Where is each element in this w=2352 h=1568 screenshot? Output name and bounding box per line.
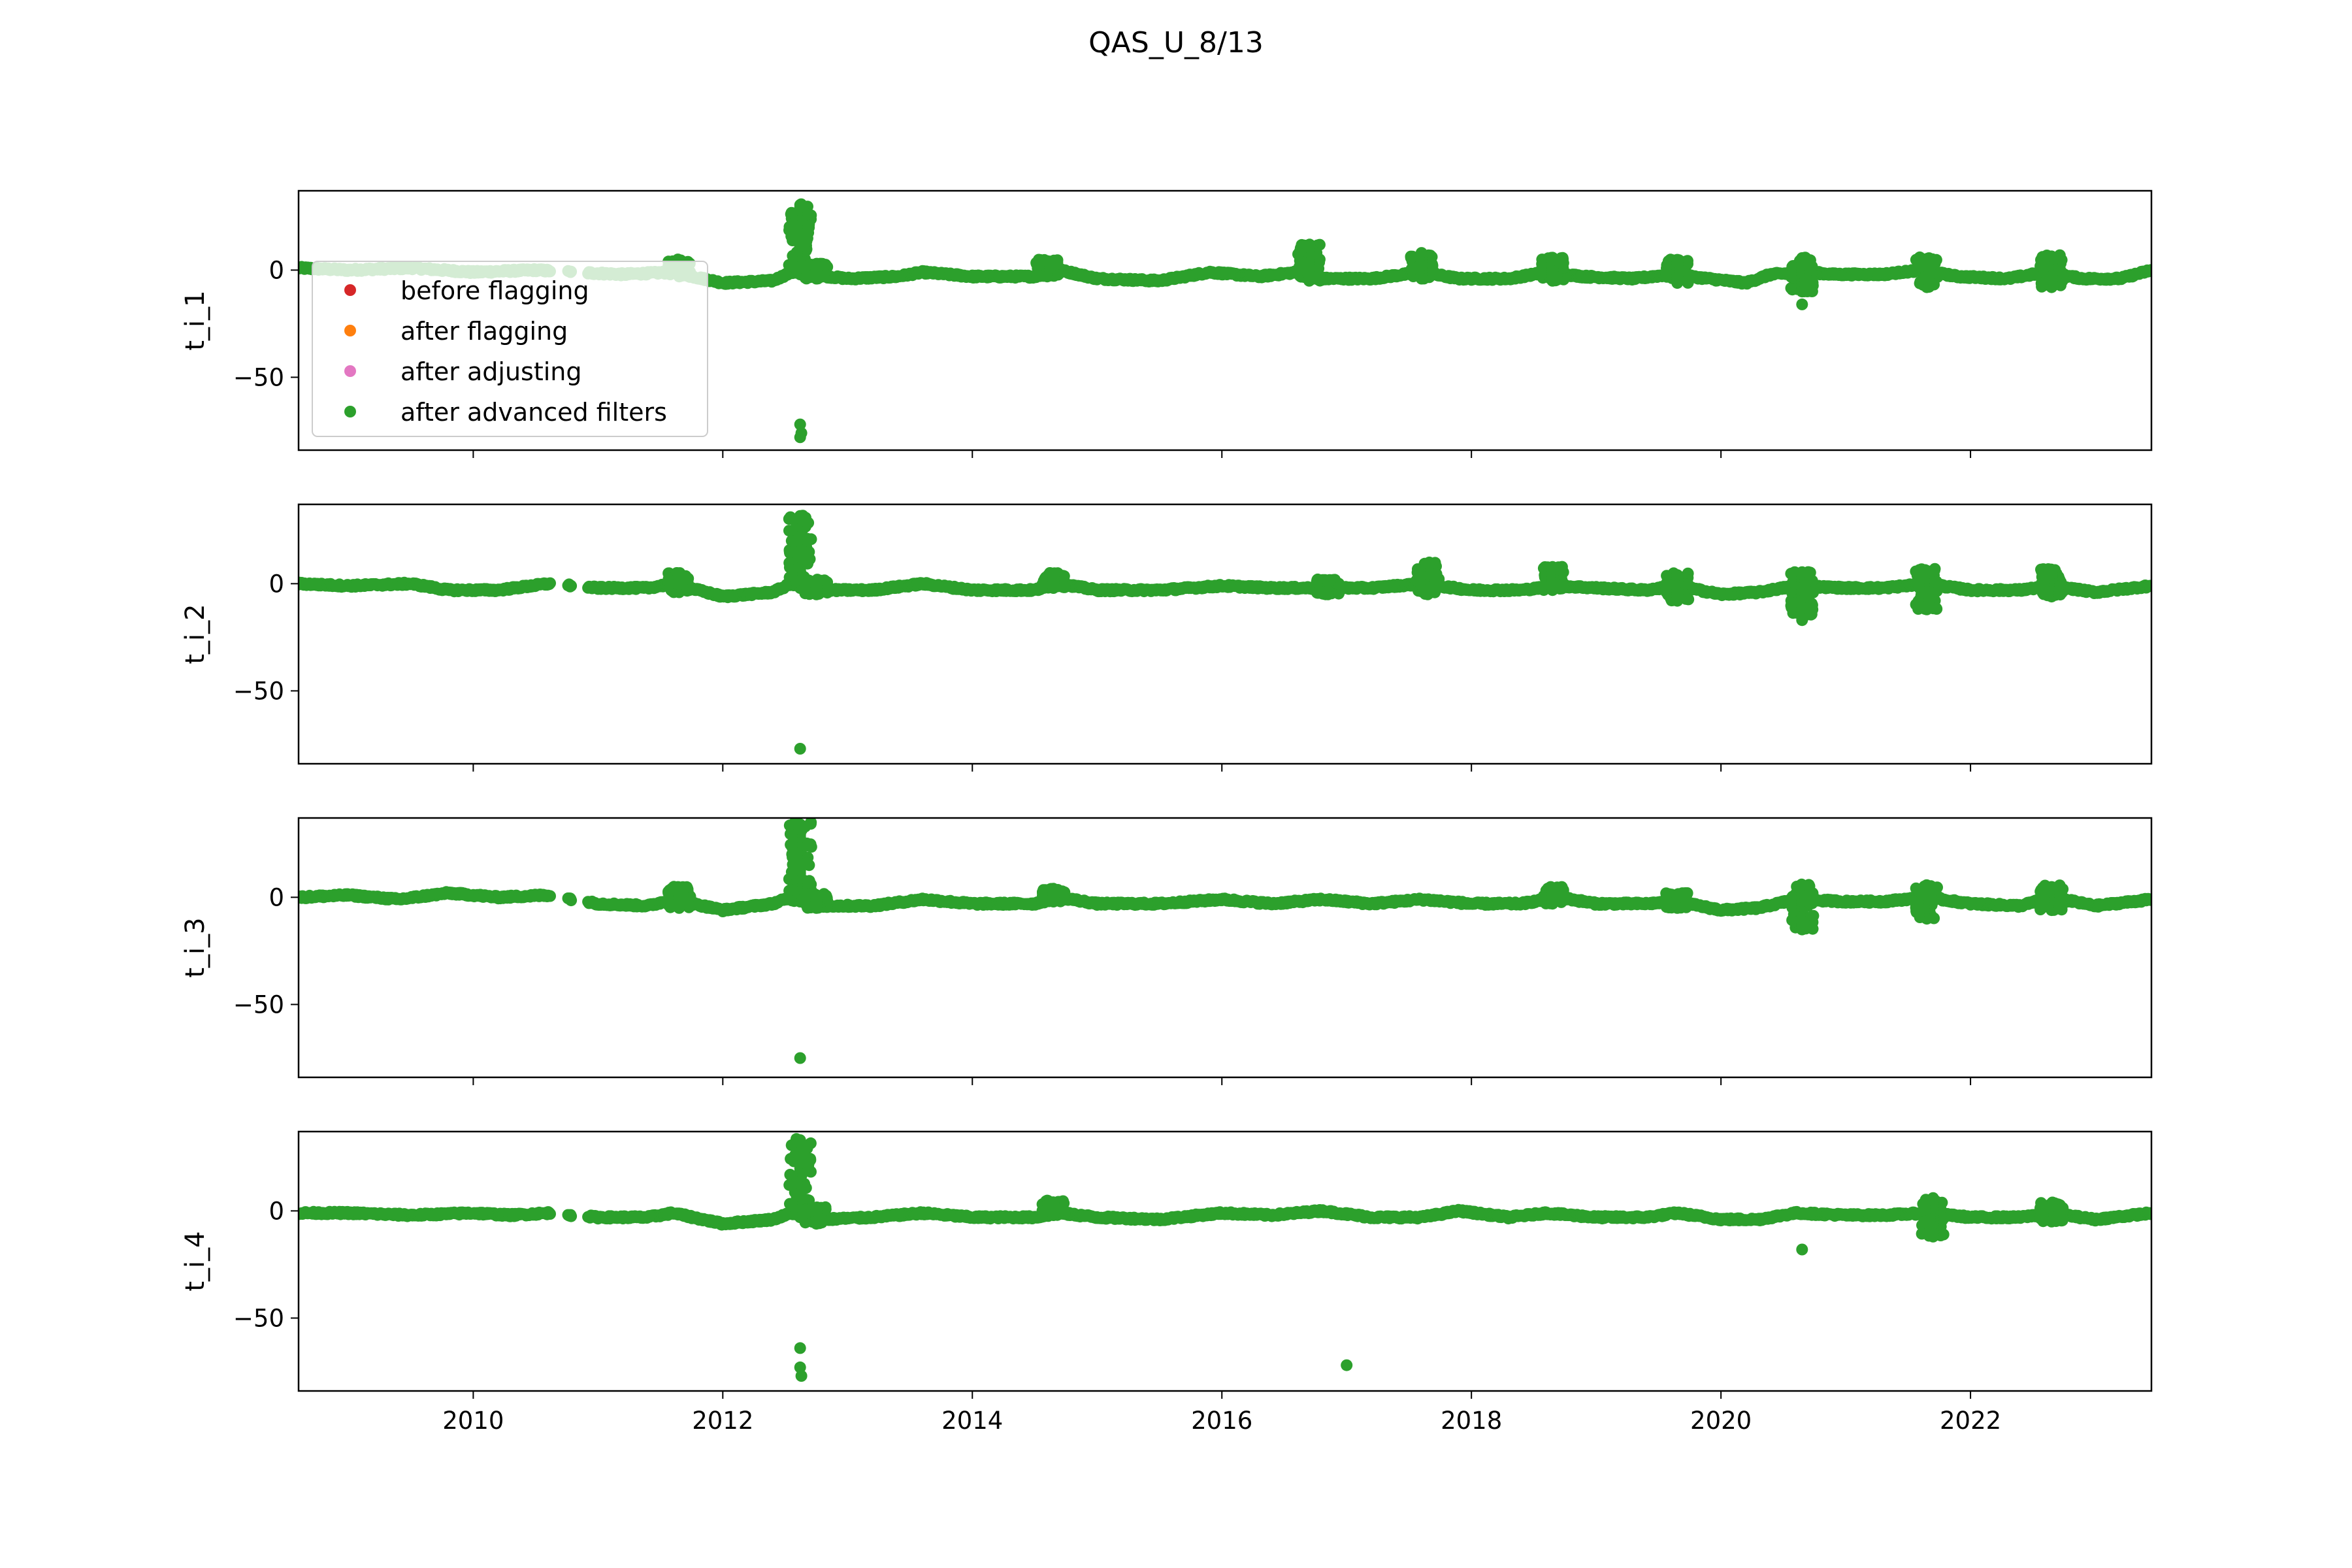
- data-point: [810, 576, 823, 588]
- y-axis-label: t_i_1: [180, 290, 210, 350]
- axes-frame: [297, 189, 2153, 451]
- data-point: [800, 269, 813, 282]
- data-point: [1047, 569, 1060, 581]
- data-point: [1311, 587, 1323, 599]
- outlier-point: [1796, 298, 1808, 310]
- data-points-after-advanced-filters: [299, 510, 2151, 755]
- outlier-point: [794, 418, 806, 431]
- figure-title: QAS_U_8/13: [1088, 26, 1264, 59]
- data-point: [1322, 576, 1334, 588]
- data-point: [1796, 252, 1808, 264]
- data-point: [1036, 578, 1049, 591]
- y-tick-label: 0: [269, 256, 284, 284]
- data-point: [1056, 570, 1069, 582]
- data-point: [810, 259, 823, 272]
- data-point: [1921, 253, 1933, 265]
- subplot-2: 0−50t_i_2: [180, 503, 2153, 772]
- data-point: [783, 513, 795, 525]
- y-tick-label: −50: [233, 363, 284, 391]
- data-point: [1556, 579, 1569, 591]
- data-point: [785, 208, 797, 220]
- data-point: [1041, 255, 1053, 267]
- data-point: [794, 510, 806, 522]
- data-point: [1405, 252, 1417, 264]
- data-point: [1546, 561, 1559, 573]
- data-point: [1806, 276, 1819, 289]
- data-point: [1546, 252, 1559, 264]
- data-point: [2145, 580, 2151, 592]
- data-point: [1051, 257, 1064, 270]
- data-point: [804, 553, 816, 565]
- data-point: [1294, 260, 1306, 272]
- data-point: [2046, 250, 2058, 263]
- data-point: [1422, 557, 1434, 570]
- data-point: [1415, 247, 1428, 259]
- data-point: [2145, 264, 2151, 276]
- data-point: [564, 580, 577, 592]
- outlier-point: [795, 427, 808, 439]
- data-point: [820, 582, 832, 595]
- data-point: [544, 577, 556, 589]
- data-point: [2054, 264, 2066, 276]
- data-point: [794, 199, 806, 211]
- data-point: [1303, 238, 1315, 251]
- data-point: [673, 568, 685, 580]
- data-point: [1671, 253, 1684, 266]
- data-point: [1910, 253, 1922, 266]
- data-point: [1313, 263, 1325, 274]
- data-point: [1424, 250, 1437, 262]
- data-point: [1411, 574, 1423, 587]
- data-point: [819, 259, 832, 271]
